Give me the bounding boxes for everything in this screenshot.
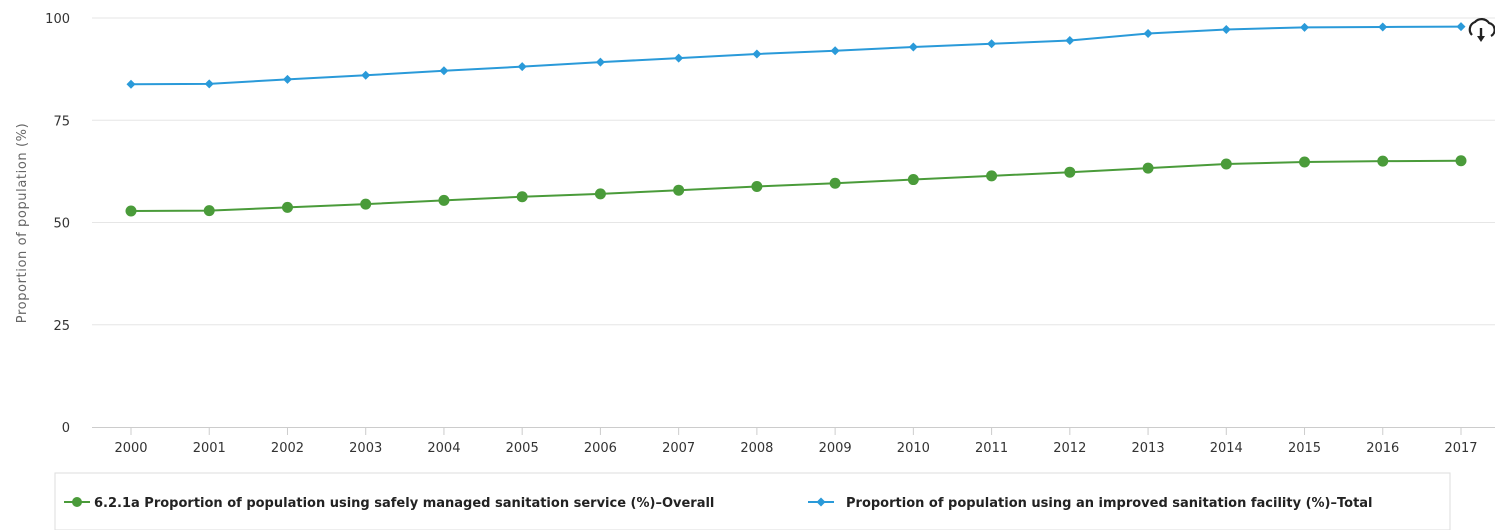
data-point[interactable] [204, 79, 214, 89]
x-tick-label: 2005 [506, 441, 539, 456]
axis-layer: 0 25 50 75 100 2000 2001 2002 2003 2004 2005 2006 20… [45, 12, 1495, 456]
x-tick-label: 2002 [271, 441, 304, 456]
data-point[interactable] [1143, 29, 1153, 39]
x-tick-label: 2001 [193, 441, 226, 456]
series-layer [125, 22, 1467, 217]
x-tick-label: 2015 [1288, 441, 1321, 456]
y-tick-label: 25 [53, 319, 70, 334]
legend-label: Proportion of population using an improv… [846, 496, 1373, 511]
data-point[interactable] [360, 198, 372, 210]
x-tick-label: 2009 [819, 441, 852, 456]
data-point[interactable] [829, 177, 841, 189]
data-point[interactable] [1455, 155, 1467, 167]
data-point[interactable] [594, 188, 606, 200]
x-tick-label: 2008 [740, 441, 773, 456]
x-tick-label: 2012 [1053, 441, 1086, 456]
data-point[interactable] [1065, 35, 1075, 45]
data-point[interactable] [1378, 22, 1388, 32]
y-tick-label: 75 [53, 114, 70, 129]
data-point[interactable] [361, 70, 371, 80]
data-point[interactable] [986, 170, 998, 182]
legend-item-2[interactable]: Proportion of population using an improv… [808, 496, 1373, 511]
series-line [130, 25, 1462, 86]
x-tick-label: 2010 [897, 441, 930, 456]
x-tick-label: 2003 [349, 441, 382, 456]
y-tick-label: 0 [62, 421, 70, 436]
data-point[interactable] [1300, 22, 1310, 32]
data-point[interactable] [203, 205, 215, 217]
data-point[interactable] [1220, 158, 1232, 170]
data-point[interactable] [1064, 166, 1076, 178]
data-point[interactable] [595, 57, 605, 67]
data-point[interactable] [830, 46, 840, 56]
data-point[interactable] [987, 39, 997, 49]
data-point[interactable] [751, 181, 763, 193]
download-cloud-icon[interactable] [1468, 18, 1495, 42]
data-point[interactable] [752, 49, 762, 59]
y-axis-label: Proportion of population (%) [15, 123, 30, 323]
x-tick-label: 2004 [427, 441, 460, 456]
data-point[interactable] [281, 201, 293, 213]
x-tick-label: 2006 [584, 441, 617, 456]
data-point[interactable] [1377, 155, 1389, 167]
data-point[interactable] [1456, 22, 1466, 32]
x-tick-label: 2000 [114, 441, 147, 456]
x-tick-label: 2017 [1444, 441, 1477, 456]
x-tick-label: 2016 [1366, 441, 1399, 456]
legend-item-1[interactable]: 6.2.1a Proportion of population using sa… [64, 496, 714, 511]
y-tick-label: 100 [45, 12, 70, 27]
series-1 [125, 155, 1467, 217]
data-point[interactable] [125, 205, 137, 217]
legend-marker [816, 497, 826, 507]
data-point[interactable] [439, 66, 449, 76]
data-point[interactable] [1221, 24, 1231, 34]
data-point[interactable] [674, 53, 684, 63]
data-point[interactable] [673, 184, 685, 196]
x-tick-label: 2013 [1132, 441, 1165, 456]
data-point[interactable] [907, 174, 919, 186]
legend-box [54, 472, 1451, 530]
legend: 6.2.1a Proportion of population using sa… [54, 472, 1451, 530]
data-point[interactable] [1299, 156, 1311, 168]
x-tick-label: 2011 [975, 441, 1008, 456]
data-point[interactable] [908, 42, 918, 52]
data-point[interactable] [1142, 162, 1154, 174]
series-line [130, 159, 1462, 213]
data-point[interactable] [282, 74, 292, 84]
data-point[interactable] [516, 191, 528, 203]
x-tick-label: 2007 [662, 441, 695, 456]
data-point[interactable] [517, 62, 527, 72]
legend-marker [72, 497, 82, 507]
x-tick-label: 2014 [1210, 441, 1243, 456]
y-tick-label: 50 [53, 217, 70, 232]
legend-label: 6.2.1a Proportion of population using sa… [94, 496, 714, 511]
grid-layer [92, 17, 1495, 326]
data-point[interactable] [126, 79, 136, 89]
data-point[interactable] [438, 194, 450, 206]
series-2 [126, 22, 1466, 89]
